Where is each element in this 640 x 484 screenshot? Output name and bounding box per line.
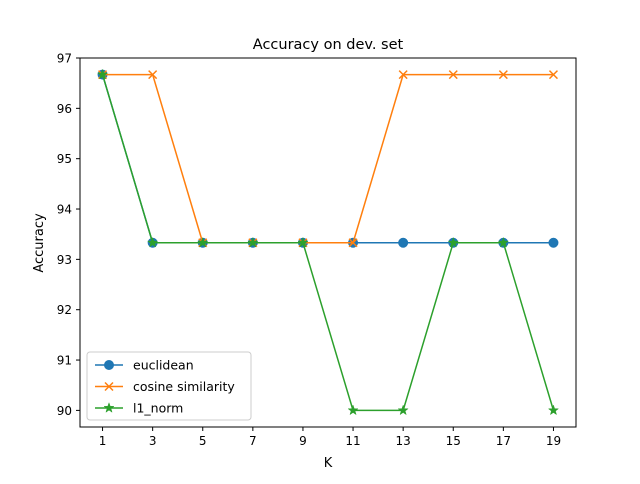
y-tick-label: 94 <box>57 203 72 217</box>
x-tick-label: 3 <box>149 434 157 448</box>
x-tick-label: 13 <box>396 434 411 448</box>
data-point-cosine-similarity <box>148 70 158 80</box>
data-point-cosine-similarity <box>398 70 408 80</box>
y-tick-label: 95 <box>57 152 72 166</box>
data-point-cosine-similarity <box>348 238 358 248</box>
x-tick-label: 9 <box>299 434 307 448</box>
legend-label-euclidean: euclidean <box>133 358 194 373</box>
y-tick-label: 92 <box>57 303 72 317</box>
data-point-l1-norm <box>547 404 560 416</box>
series-line-l1-norm <box>101 74 555 412</box>
x-tick-label: 15 <box>446 434 461 448</box>
x-tick-label: 7 <box>249 434 257 448</box>
data-point-l1-norm <box>247 236 259 248</box>
y-tick-label: 96 <box>57 102 72 116</box>
axes-frame <box>79 57 577 428</box>
legend-box <box>86 351 252 421</box>
series-line-cosine-similarity <box>102 73 554 244</box>
data-point-l1-norm <box>297 236 309 248</box>
data-point-cosine-similarity <box>548 70 558 80</box>
x-tick-label: 19 <box>546 434 561 448</box>
x-tick-label: 1 <box>99 434 107 448</box>
y-axis-label: Accuracy <box>32 213 47 273</box>
legend-marker-l1-norm <box>103 402 115 413</box>
data-point-l1-norm <box>497 236 510 248</box>
y-tick-label: 97 <box>57 52 72 66</box>
x-tick-label: 5 <box>199 434 207 448</box>
data-point-l1-norm <box>347 404 359 416</box>
y-tick-label: 91 <box>57 354 72 368</box>
legend-label-cosine-similarity: cosine similarity <box>133 379 235 394</box>
legend: euclidean cosine similarity l1_norm <box>86 351 252 421</box>
x-axis-label: K <box>324 456 333 471</box>
y-tick-label: 90 <box>57 404 72 418</box>
data-point-cosine-similarity <box>498 70 508 80</box>
data-point-l1-norm <box>447 236 459 248</box>
data-point-euclidean <box>548 237 559 248</box>
data-point-l1-norm <box>96 68 109 80</box>
data-point-l1-norm <box>197 236 209 248</box>
data-point-cosine-similarity <box>448 70 458 80</box>
legend-marker-euclidean <box>104 360 114 370</box>
data-point-l1-norm <box>146 236 159 248</box>
legend-marker-cosine-similarity <box>104 381 114 392</box>
x-tick-label: 11 <box>345 434 360 448</box>
chart-title: Accuracy on dev. set <box>253 37 404 53</box>
y-tick-label: 93 <box>57 253 72 267</box>
legend-label-l1-norm: l1_norm <box>133 401 183 416</box>
data-point-euclidean <box>398 237 409 248</box>
x-tick-label: 17 <box>496 434 511 448</box>
data-point-l1-norm <box>397 404 409 416</box>
